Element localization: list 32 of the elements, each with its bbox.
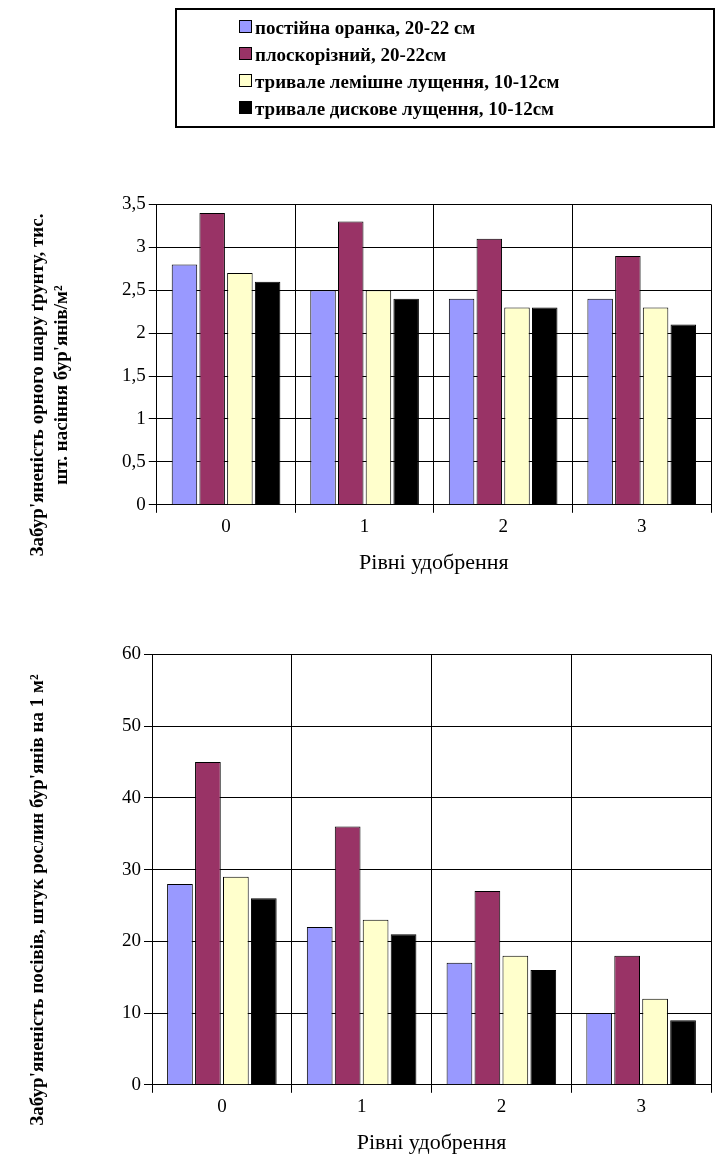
x-tick-label: 3 <box>636 515 647 537</box>
y-tick-label: 50 <box>122 714 141 736</box>
y-axis-title: Забур'яненість посівів, штук рослин бур'янів на 1 м² <box>25 673 48 1128</box>
y-tick-label: 40 <box>122 785 141 807</box>
x-axis-title: Рівні удобрення <box>359 548 509 574</box>
y-tick-label: 2,5 <box>122 278 146 300</box>
x-tick-label: 1 <box>359 515 370 537</box>
y-tick-label: 3,5 <box>122 192 146 214</box>
x-axis-title: Рівні удобрення <box>356 1128 507 1154</box>
y-tick-label: 20 <box>122 929 141 951</box>
y-tick-label: 1 <box>136 406 146 428</box>
y-tick-label: 0 <box>136 492 146 514</box>
y-tick-label: 1,5 <box>122 364 146 386</box>
x-tick-label: 2 <box>498 515 508 537</box>
legend-label: тривале лемішне лущення, 10-12см <box>254 70 561 94</box>
x-tick-label: 3 <box>636 1095 646 1117</box>
x-tick-label: 0 <box>221 515 231 537</box>
bar <box>670 1020 696 1085</box>
x-tick-label: 2 <box>496 1095 507 1117</box>
legend-label: плоскорізний, 20-22см <box>254 43 448 67</box>
y-tick-label: 10 <box>122 1001 141 1023</box>
y-tick-label: 30 <box>122 857 141 879</box>
y-tick-label: 2 <box>136 321 146 343</box>
y-tick-label: 0,5 <box>122 449 146 471</box>
legend-label: тривале дискове лущення, 10-12см <box>254 97 556 121</box>
y-axis-title: Забур'яненість орного шару ґрунту, тис. шт. насіння бур'янів/м² <box>25 212 72 559</box>
legend-label: постійна оранка, 20-22 см <box>254 16 477 40</box>
y-tick-label: 0 <box>131 1072 141 1094</box>
x-tick-label: 0 <box>217 1095 227 1117</box>
y-tick-label: 3 <box>136 235 146 257</box>
x-tick-label: 1 <box>356 1095 367 1117</box>
y-tick-label: 60 <box>122 642 141 664</box>
